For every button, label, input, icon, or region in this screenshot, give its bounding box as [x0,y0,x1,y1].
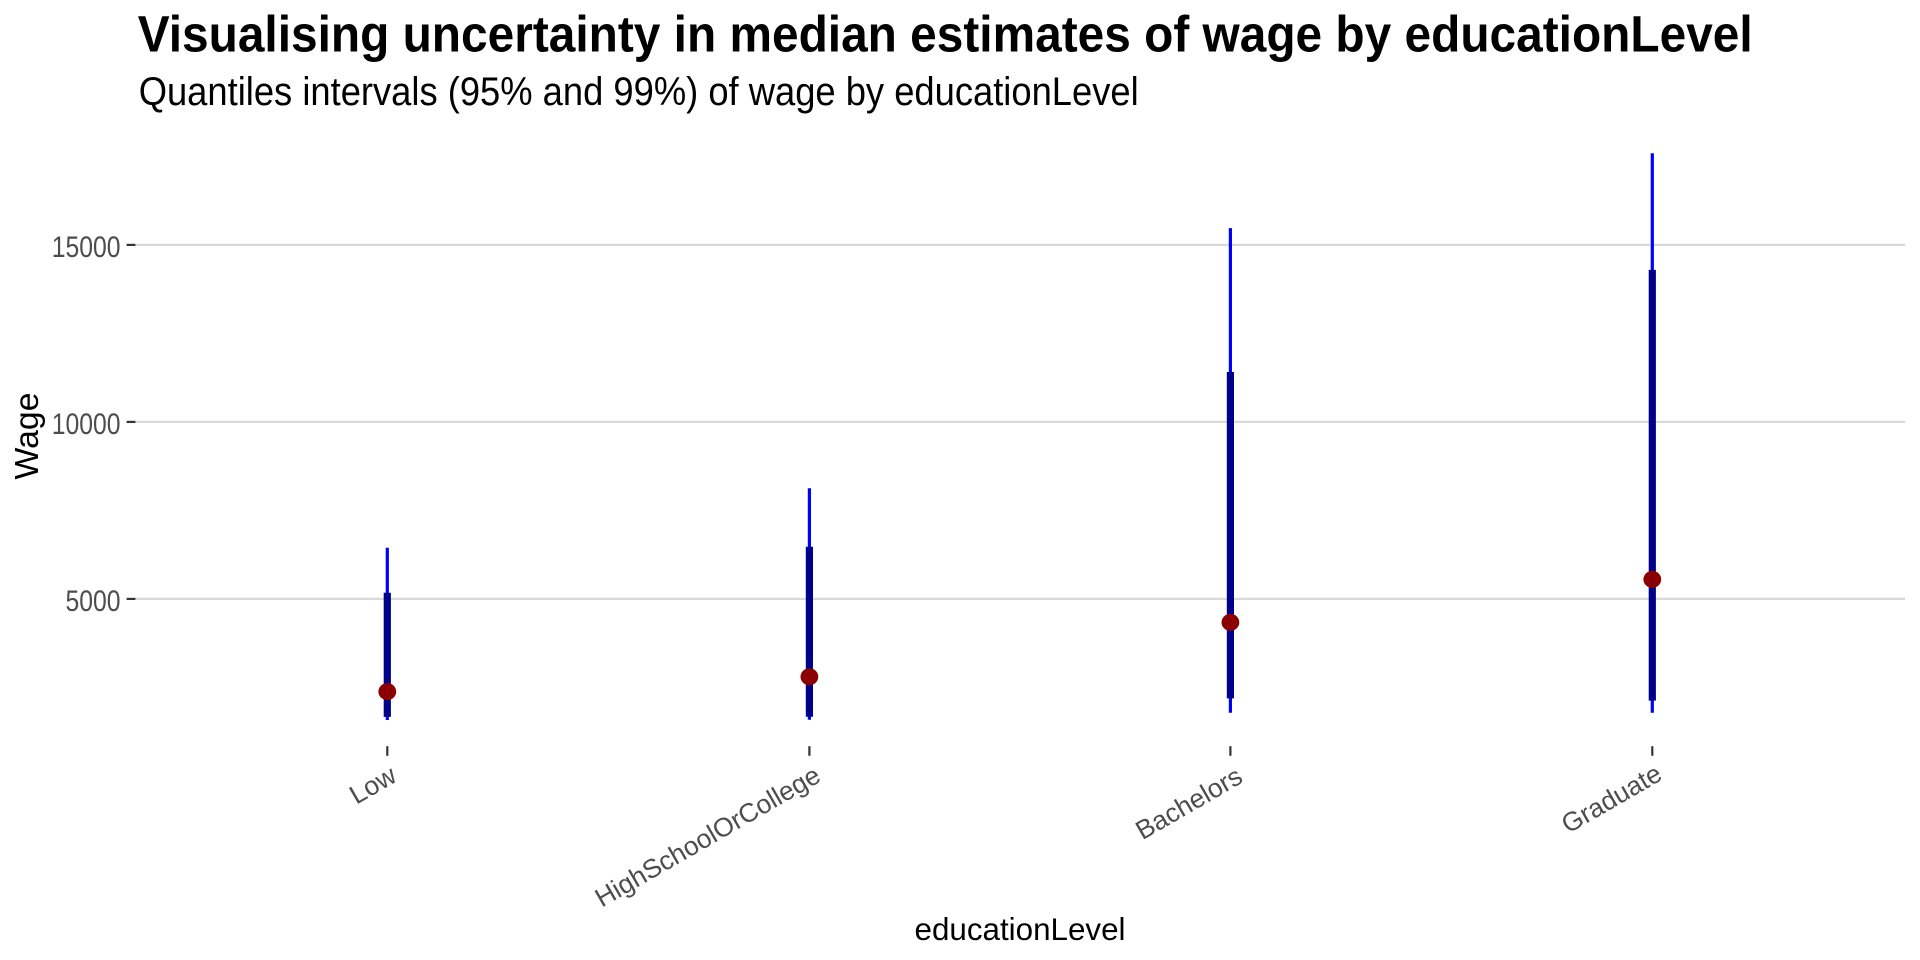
svg-text:5000: 5000 [66,585,121,618]
svg-text:Quantiles intervals (95% and 9: Quantiles intervals (95% and 99%) of wag… [139,70,1139,114]
svg-text:15000: 15000 [52,231,121,264]
svg-text:Visualising uncertainty in med: Visualising uncertainty in median estima… [138,6,1753,63]
svg-text:educationLevel: educationLevel [915,911,1126,947]
svg-text:Wage: Wage [8,393,45,480]
svg-text:10000: 10000 [52,408,121,441]
